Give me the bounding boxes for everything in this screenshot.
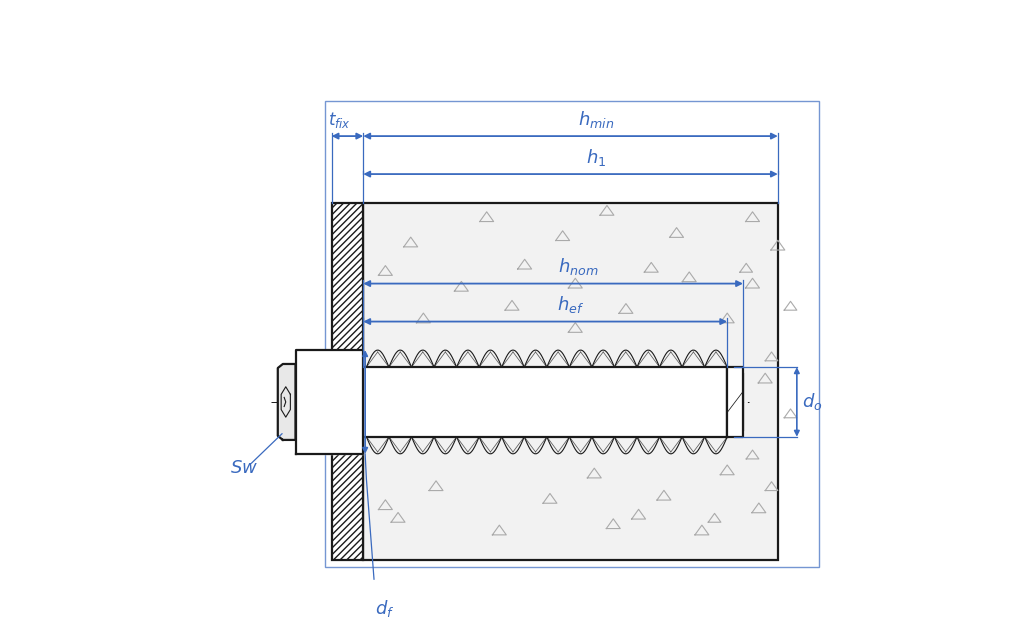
Text: $h_1$: $h_1$ xyxy=(586,147,606,168)
Text: $Sw$: $Sw$ xyxy=(230,460,258,477)
Polygon shape xyxy=(278,364,296,440)
Bar xyxy=(364,203,778,560)
Text: $d_o$: $d_o$ xyxy=(802,391,822,413)
Bar xyxy=(727,373,743,430)
Text: $d_f$: $d_f$ xyxy=(375,598,394,619)
Text: $h_{ef}$: $h_{ef}$ xyxy=(557,294,584,315)
Polygon shape xyxy=(296,350,364,454)
Polygon shape xyxy=(727,367,743,437)
Text: $t_{fix}$: $t_{fix}$ xyxy=(329,110,351,130)
Bar xyxy=(364,367,727,437)
Text: $h_{nom}$: $h_{nom}$ xyxy=(558,256,599,277)
Bar xyxy=(332,203,364,560)
Bar xyxy=(326,101,819,567)
Text: $h_{min}$: $h_{min}$ xyxy=(578,109,614,130)
